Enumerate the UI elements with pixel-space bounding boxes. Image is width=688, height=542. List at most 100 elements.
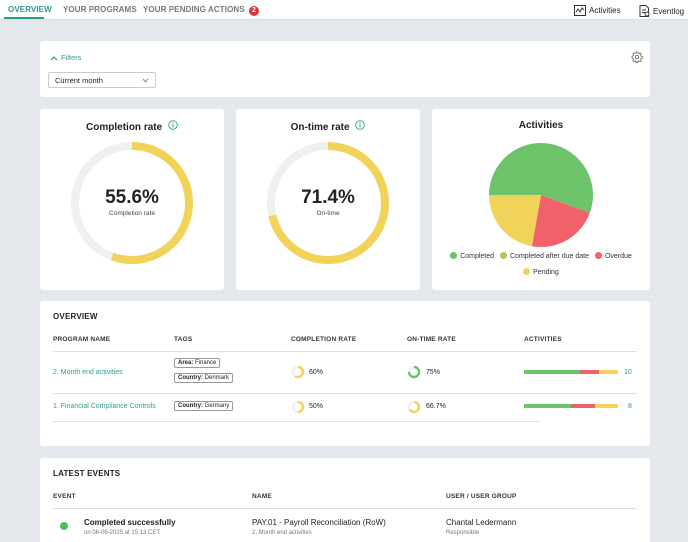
pending-actions-badge: 2 xyxy=(249,6,260,16)
tab-overview[interactable]: OVERVIEW xyxy=(8,5,52,14)
completion-rate-mini-ring xyxy=(291,365,305,379)
filters-toggle-label: Filters xyxy=(61,53,82,62)
event-user-role: Responsible xyxy=(446,530,480,536)
pie-slice-pending[interactable] xyxy=(489,195,541,247)
bar-segment-completed xyxy=(524,370,581,374)
on-time-rate-mini-ring xyxy=(407,400,421,414)
completion-rate-title: Completion rate xyxy=(40,120,224,133)
completion-rate-mini-ring xyxy=(291,400,305,414)
bar-segment-completed xyxy=(524,404,571,408)
info-icon[interactable] xyxy=(355,120,366,130)
column-header-completion-rate: COMPLETION RATE xyxy=(291,336,357,343)
top-navigation: OVERVIEW YOUR PROGRAMS YOUR PENDING ACTI… xyxy=(0,0,688,20)
on-time-rate-caption: On-time xyxy=(316,210,340,217)
activity-count-link[interactable]: 8 xyxy=(628,403,632,410)
program-name-link[interactable]: 1. Financial Compliance Controls xyxy=(53,403,156,410)
overview-card: OVERVIEW PROGRAM NAME TAGS COMPLETION RA… xyxy=(40,301,650,446)
divider xyxy=(53,393,637,394)
completion-rate-cell: 60% xyxy=(309,369,324,376)
on-time-rate-ring xyxy=(267,142,389,264)
event-status-dot xyxy=(60,522,68,530)
eventlog-icon xyxy=(639,5,650,17)
active-tab-indicator xyxy=(4,17,44,19)
on-time-rate-title: On-time rate xyxy=(236,120,420,133)
bar-segment-overdue xyxy=(580,370,600,374)
mini-ring-progress xyxy=(291,400,305,414)
legend-label: Pending xyxy=(533,269,559,276)
eventlog-link[interactable]: Eventlog xyxy=(639,5,684,17)
legend-swatch xyxy=(523,268,531,275)
legend-item-overdue[interactable]: Overdue xyxy=(594,252,632,260)
ring-progress xyxy=(267,142,389,264)
on-time-rate-value: 71.4% xyxy=(301,187,355,208)
completion-rate-ring xyxy=(71,142,193,264)
filters-toggle[interactable]: Filters xyxy=(50,53,81,62)
pie-slice-completed[interactable] xyxy=(489,143,593,213)
column-header-event: EVENT xyxy=(53,493,76,500)
event-user: Chantal Ledermann xyxy=(446,518,517,527)
legend-item-completed[interactable]: Completed xyxy=(450,252,494,260)
on-time-rate-cell: 75% xyxy=(426,369,441,376)
activities-legend-row-2: Pending xyxy=(432,268,650,276)
bar-segment-pending xyxy=(599,370,618,374)
activities-link[interactable]: Activities xyxy=(574,5,621,16)
activities-legend: Completed Completed after due date Overd… xyxy=(432,252,650,260)
completion-rate-title-text: Completion rate xyxy=(86,122,163,133)
tag-key: Country: xyxy=(178,375,203,381)
pie-slice-overdue[interactable] xyxy=(531,195,590,247)
tag-key: Country: xyxy=(178,403,203,409)
completion-rate-cell: 50% xyxy=(309,403,324,410)
activity-chart-icon xyxy=(574,5,586,16)
eventlog-link-label: Eventlog xyxy=(653,7,685,16)
mini-ring-progress xyxy=(291,365,305,379)
legend-item-pending[interactable]: Pending xyxy=(523,268,559,276)
activities-card: Activities Completed Completed after due… xyxy=(432,109,650,290)
tab-your-pending-actions[interactable]: YOUR PENDING ACTIONS 2 xyxy=(143,5,260,16)
mini-ring-progress xyxy=(407,365,421,379)
column-header-program-name: PROGRAM NAME xyxy=(53,336,111,343)
gear-icon[interactable] xyxy=(631,51,643,63)
column-header-tags: TAGS xyxy=(174,336,193,343)
legend-swatch xyxy=(450,252,458,259)
divider xyxy=(53,508,637,509)
column-header-on-time-rate: ON-TIME RATE xyxy=(407,336,456,343)
chevron-down-icon xyxy=(142,78,149,83)
mini-ring-progress xyxy=(407,400,421,414)
chevron-up-icon xyxy=(50,56,58,61)
legend-item-completed-after-due-date[interactable]: Completed after due date xyxy=(500,252,589,260)
column-header-user-group: USER / USER GROUP xyxy=(446,493,517,500)
tag-value: Germany xyxy=(204,403,230,409)
activity-progress-bar xyxy=(524,370,618,374)
tab-your-pending-actions-label: YOUR PENDING ACTIONS xyxy=(143,5,245,14)
event-title: Completed successfully xyxy=(84,518,176,527)
event-program-name: 2. Month end activities xyxy=(252,530,312,536)
on-time-rate-cell: 66.7% xyxy=(426,403,446,410)
activities-link-label: Activities xyxy=(589,6,621,15)
legend-swatch xyxy=(500,252,507,259)
tag-area: Area: Finance xyxy=(174,358,221,368)
event-timestamp: on 06-06-2025 at 15:13 CET xyxy=(84,530,161,536)
on-time-rate-mini-ring xyxy=(407,365,421,379)
period-select[interactable]: Current month xyxy=(48,72,156,88)
tag-country: Country: Denmark xyxy=(174,373,234,383)
on-time-rate-title-text: On-time rate xyxy=(290,122,350,133)
tag-value: Denmark xyxy=(204,375,230,381)
tag-value: Finance xyxy=(195,360,217,366)
activity-count-link[interactable]: 10 xyxy=(624,369,632,376)
divider xyxy=(53,421,540,422)
tab-your-programs[interactable]: YOUR PROGRAMS xyxy=(63,5,137,14)
period-select-value: Current month xyxy=(55,76,103,85)
info-icon[interactable] xyxy=(168,120,178,130)
column-header-name: NAME xyxy=(252,493,272,500)
program-name-link[interactable]: 2. Month end activities xyxy=(53,369,123,376)
legend-label: Overdue xyxy=(604,253,632,260)
activity-progress-bar xyxy=(524,404,618,408)
event-activity-name[interactable]: PAY.01 - Payroll Reconciliation (RoW) xyxy=(252,518,386,527)
tag-country: Country: Germany xyxy=(174,401,234,411)
completion-rate-value: 55.6% xyxy=(105,187,159,208)
column-header-activities: ACTIVITIES xyxy=(524,336,562,343)
tag-key: Area: xyxy=(178,360,194,366)
latest-events-title: LATEST EVENTS xyxy=(53,469,121,478)
bar-segment-overdue xyxy=(571,404,595,408)
latest-events-card: LATEST EVENTS EVENT NAME USER / USER GRO… xyxy=(40,458,650,542)
